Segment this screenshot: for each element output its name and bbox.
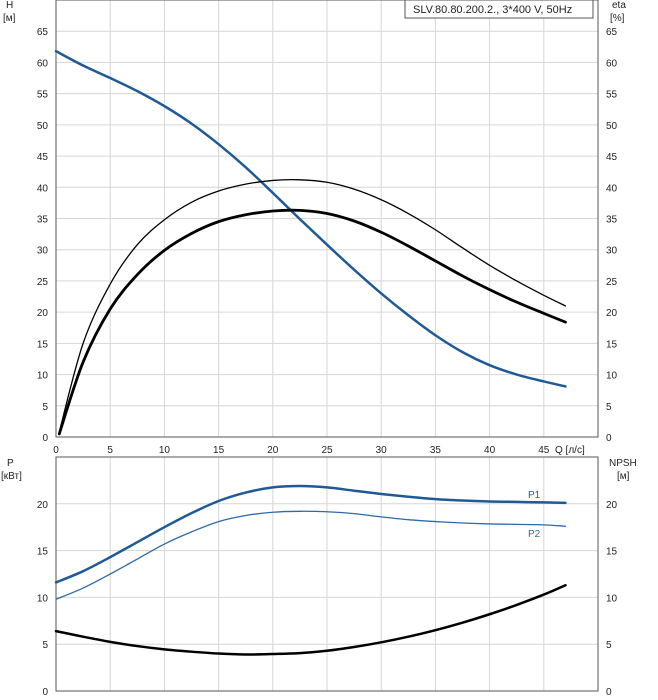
npsh-axis-name: NPSH xyxy=(609,458,637,469)
eta-tick-label: 55 xyxy=(606,90,618,101)
p-axis-unit: [кВт] xyxy=(1,471,22,482)
h-tick-label: 10 xyxy=(37,371,49,382)
x-tick-label: 35 xyxy=(430,445,442,456)
h-axis-unit: [м] xyxy=(3,13,16,24)
eta-tick-label: 5 xyxy=(606,402,612,413)
x-tick-label: 25 xyxy=(321,445,333,456)
eta-tick-label: 35 xyxy=(606,215,618,226)
p-tick-label: 15 xyxy=(37,547,49,558)
legend-box: SLV.80.80.200.2., 3*400 V, 50Hz xyxy=(405,0,593,18)
p1-curve-label: P1 xyxy=(528,490,541,501)
h-tick-label: 60 xyxy=(37,58,49,69)
x-tick-label: 45 xyxy=(538,445,550,456)
p2-curve-label: P2 xyxy=(528,529,541,540)
top-grid xyxy=(56,0,598,437)
h-tick-label: 20 xyxy=(37,308,49,319)
npsh-tick-label: 5 xyxy=(606,640,612,651)
x-tick-label: 40 xyxy=(484,445,496,456)
top-x-ticks: 0 5 10 15 20 25 30 35 40 45 xyxy=(53,445,550,456)
eta-axis-unit: [%] xyxy=(610,13,625,24)
h-tick-label: 40 xyxy=(37,183,49,194)
eta-tick-label: 10 xyxy=(606,371,618,382)
npsh-tick-label: 0 xyxy=(606,687,612,698)
npsh-tick-label: 15 xyxy=(606,547,618,558)
npsh-tick-label: 20 xyxy=(606,500,618,511)
h-tick-label: 55 xyxy=(37,90,49,101)
series-p2-line xyxy=(56,511,565,599)
eta-axis-name: eta xyxy=(612,0,626,11)
eta-tick-label: 65 xyxy=(606,27,618,38)
bottom-grid xyxy=(56,457,598,691)
eta-tick-label: 30 xyxy=(606,246,618,257)
eta-tick-label: 25 xyxy=(606,277,618,288)
eta-tick-label: 45 xyxy=(606,152,618,163)
npsh-tick-label: 10 xyxy=(606,593,618,604)
top-series-group xyxy=(56,51,565,434)
p-tick-label: 20 xyxy=(37,500,49,511)
series-p1-line xyxy=(56,486,565,582)
top-y-ticks-right: 0 5 10 15 20 25 30 35 40 45 50 55 60 65 xyxy=(606,27,618,444)
h-tick-label: 35 xyxy=(37,215,49,226)
npsh-axis-unit: [м] xyxy=(617,471,630,482)
bottom-series-group xyxy=(56,486,565,654)
p-axis-name: P xyxy=(7,458,14,469)
h-tick-label: 50 xyxy=(37,121,49,132)
h-tick-label: 65 xyxy=(37,27,49,38)
p-tick-label: 0 xyxy=(42,687,48,698)
h-tick-label: 0 xyxy=(42,433,48,444)
x-tick-label: 5 xyxy=(107,445,113,456)
eta-tick-label: 0 xyxy=(606,433,612,444)
h-tick-label: 15 xyxy=(37,339,49,350)
legend-text: SLV.80.80.200.2., 3*400 V, 50Hz xyxy=(413,4,572,16)
eta-tick-label: 40 xyxy=(606,183,618,194)
h-tick-label: 25 xyxy=(37,277,49,288)
q-axis-label: Q [л/с] xyxy=(555,445,585,456)
x-tick-label: 20 xyxy=(267,445,279,456)
eta-tick-label: 20 xyxy=(606,308,618,319)
p-tick-label: 5 xyxy=(42,640,48,651)
x-tick-label: 0 xyxy=(53,445,59,456)
h-tick-label: 45 xyxy=(37,152,49,163)
x-tick-label: 15 xyxy=(213,445,225,456)
eta-tick-label: 60 xyxy=(606,58,618,69)
p-tick-label: 10 xyxy=(37,593,49,604)
eta-tick-label: 15 xyxy=(606,339,618,350)
x-tick-label: 10 xyxy=(159,445,171,456)
top-y-ticks-left: 0 5 10 15 20 25 30 35 40 45 50 55 60 65 xyxy=(37,27,49,444)
bottom-y-ticks-left: 0 5 10 15 20 xyxy=(37,500,49,698)
x-tick-label: 30 xyxy=(376,445,388,456)
h-tick-label: 5 xyxy=(42,402,48,413)
eta-tick-label: 50 xyxy=(606,121,618,132)
h-tick-label: 30 xyxy=(37,246,49,257)
bottom-y-ticks-right: 0 5 10 15 20 xyxy=(606,500,618,698)
h-axis-name: H xyxy=(6,0,13,11)
